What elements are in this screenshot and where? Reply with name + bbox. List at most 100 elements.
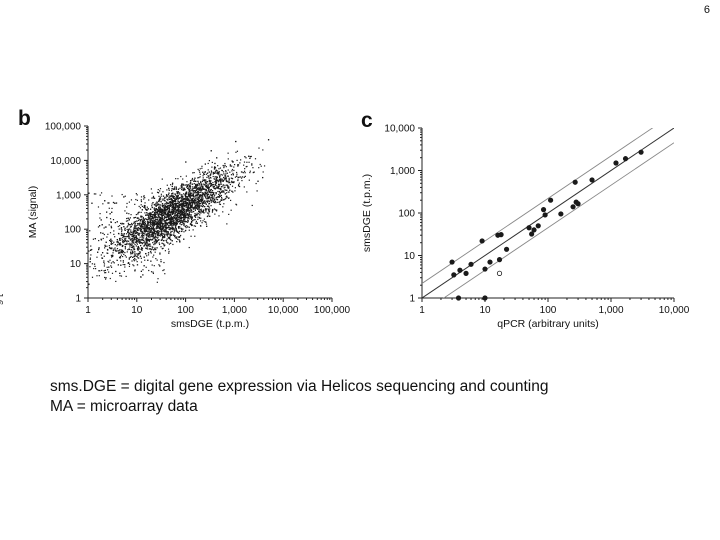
scatter-point: [153, 223, 155, 225]
scatter-point: [164, 215, 166, 217]
scatter-point: [187, 209, 190, 211]
scatter-point: [135, 259, 137, 261]
scatter-point: [125, 275, 127, 278]
scatter-point: [164, 244, 166, 246]
scatter-point: [146, 245, 148, 247]
scatter-point: [151, 232, 153, 234]
scatter-point: [193, 207, 196, 209]
scatter-point: [218, 193, 220, 196]
scatter-point: [177, 231, 180, 233]
scatter-point: [185, 206, 187, 208]
scatter-point: [195, 192, 197, 194]
scatter-point: [195, 183, 197, 186]
scatter-point: [185, 204, 187, 206]
scatter-point: [202, 173, 205, 175]
scatter-point: [196, 205, 199, 207]
scatter-point: [202, 209, 204, 211]
scatter-point: [160, 233, 162, 235]
scatter-point: [198, 203, 200, 205]
scatter-point: [194, 192, 196, 194]
scatter-point: [157, 234, 159, 236]
scatter-point: [152, 231, 154, 233]
scatter-point: [201, 167, 203, 169]
scatter-point: [250, 155, 252, 158]
scatter-point: [185, 210, 187, 212]
scatter-point: [126, 206, 128, 208]
scatter-point: [187, 195, 190, 197]
scatter-point: [162, 247, 164, 249]
scatter-point: [219, 176, 221, 178]
scatter-point: [139, 253, 141, 255]
scatter-point: [191, 183, 194, 185]
scatter-point: [208, 190, 210, 192]
scatter-point: [127, 220, 129, 222]
scatter-point: [184, 198, 186, 200]
scatter-point: [219, 193, 221, 195]
scatter-point: [165, 219, 168, 221]
y-tick-label: 1,000: [56, 190, 81, 201]
scatter-point: [155, 241, 157, 243]
scatter-point: [215, 185, 218, 187]
scatter-point: [120, 251, 122, 254]
scatter-point: [171, 212, 173, 214]
scatter-point: [223, 176, 225, 179]
scatter-point: [196, 184, 199, 187]
scatter-point: [190, 183, 192, 185]
scatter-point: [182, 202, 184, 205]
scatter-point: [132, 235, 134, 237]
scatter-point: [144, 242, 146, 245]
scatter-point: [117, 243, 119, 246]
scatter-point: [248, 155, 250, 157]
scatter-point: [136, 241, 138, 243]
scatter-point: [175, 186, 177, 188]
scatter-point: [149, 230, 151, 232]
scatter-point: [119, 272, 121, 274]
scatter-point: [200, 205, 202, 207]
scatter-point: [164, 220, 166, 222]
scatter-point: [183, 224, 185, 227]
scatter-point: [257, 180, 259, 182]
scatter-point: [94, 265, 96, 267]
scatter-point: [203, 179, 206, 181]
scatter-point: [161, 214, 163, 217]
scatter-point: [172, 207, 174, 209]
scatter-point: [225, 170, 227, 172]
scatter-point: [218, 171, 220, 173]
scatter-point: [109, 277, 111, 280]
scatter-point: [115, 250, 117, 252]
scatter-point: [173, 234, 175, 236]
scatter-point: [134, 222, 137, 224]
scatter-point: [156, 231, 158, 233]
scatter-point: [123, 234, 125, 236]
scatter-point: [202, 179, 204, 181]
scatter-point: [182, 220, 185, 222]
scatter-point: [125, 235, 127, 238]
scatter-point: [171, 207, 173, 209]
scatter-point: [151, 233, 153, 235]
scatter-point: [246, 165, 248, 168]
scatter-point: [137, 229, 139, 231]
scatter-point: [120, 249, 123, 251]
scatter-point: [156, 259, 158, 261]
scatter-point: [137, 233, 139, 236]
scatter-point: [153, 237, 155, 239]
scatter-point: [132, 242, 135, 244]
scatter-point: [182, 197, 184, 199]
scatter-point: [191, 224, 193, 226]
scatter-point: [224, 198, 226, 200]
scatter-point: [150, 218, 152, 220]
scatter-point: [182, 202, 185, 204]
scatter-point: [123, 270, 125, 273]
scatter-point: [134, 258, 136, 260]
scatter-point: [111, 256, 113, 258]
scatter-point: [172, 219, 174, 221]
scatter-point: [263, 165, 266, 167]
scatter-point: [236, 173, 238, 175]
scatter-point: [156, 208, 158, 211]
scatter-point: [175, 217, 177, 219]
scatter-point: [219, 167, 222, 169]
scatter-point: [198, 183, 200, 185]
scatter-point: [154, 220, 156, 223]
scatter-point: [175, 214, 178, 216]
scatter-point: [159, 222, 161, 224]
